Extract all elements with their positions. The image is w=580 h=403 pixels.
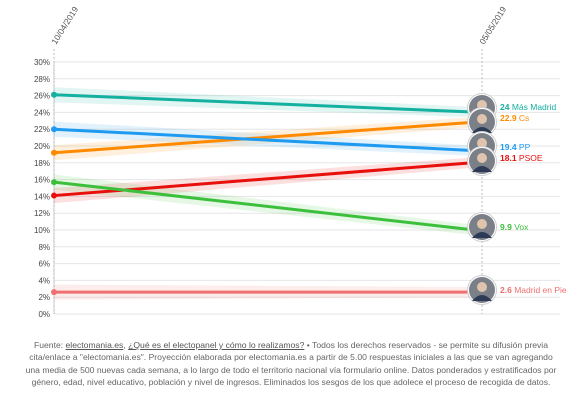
vox-start-point — [51, 179, 57, 186]
cs-avatar-body — [472, 127, 492, 133]
footer-separator: , — [123, 340, 129, 350]
madrid-en-pie-label: 2.6 Madrid en Pie — [500, 285, 567, 295]
mas-madrid-line — [52, 93, 484, 114]
y-tick-label: 16% — [34, 176, 50, 185]
y-tick-label: 22% — [34, 125, 50, 134]
madrid-en-pie-value: 2.6 — [500, 285, 512, 295]
pp-avatar-head — [477, 138, 487, 148]
electomania-link[interactable]: electomania.es — [65, 340, 124, 350]
y-tick-label: 4% — [38, 276, 50, 285]
y-tick-label: 2% — [38, 293, 50, 302]
psoe-avatar-body — [472, 166, 492, 172]
pp-value: 19.4 — [500, 142, 517, 152]
y-tick-label: 20% — [34, 142, 50, 151]
cs-line — [52, 120, 484, 155]
vox-avatar-head — [477, 219, 487, 229]
vox-line — [52, 180, 484, 233]
y-tick-label: 6% — [38, 260, 50, 269]
pp-line — [52, 127, 484, 153]
y-tick-label: 8% — [38, 243, 50, 252]
series-lines — [51, 91, 485, 296]
psoe-name: PSOE — [517, 153, 543, 163]
line-chart: 0% 2% 4% 6% 8% 10% 12% 14% 16% 18% 20% 22% 24% 26% 28%… — [34, 4, 567, 319]
source-footnote: Fuente: electomania.es, ¿Qué es el elect… — [22, 339, 560, 397]
madrid-en-pie-name: Madrid en Pie — [512, 285, 567, 295]
pp-name: PP — [517, 142, 531, 152]
electopanel-info-link[interactable]: ¿Qué es el electopanel y cómo lo realiza… — [128, 340, 305, 350]
cs-name: Cs — [517, 113, 530, 123]
y-tick-label: 24% — [34, 108, 50, 117]
mas-madrid-label: 24 Más Madrid — [500, 102, 557, 112]
cs-start-point — [51, 149, 57, 156]
vox-avatar — [467, 212, 497, 242]
pp-label: 19.4 PP — [500, 142, 531, 152]
footer-prefix: Fuente: — [34, 340, 66, 350]
cs-value: 22.9 — [500, 113, 517, 123]
madrid-en-pie-avatar-body — [472, 295, 492, 301]
vox-label: 9.9 Vox — [500, 222, 529, 232]
footer-body: • Todos los derechos reservados - se per… — [25, 340, 557, 388]
x-tick-label: 05/05/2019 — [477, 4, 508, 46]
psoe-start-point — [51, 192, 57, 199]
cs-avatar-head — [477, 114, 487, 124]
madrid-en-pie-start-point — [51, 289, 57, 296]
mas-madrid-name: Más Madrid — [509, 102, 556, 112]
madrid-en-pie-avatar — [467, 275, 497, 305]
y-tick-label: 30% — [34, 58, 50, 67]
vox-name: Vox — [512, 222, 529, 232]
x-axis: 10/04/2019 05/05/2019 — [49, 4, 508, 314]
cs-avatar — [467, 107, 497, 137]
confidence-bands — [54, 87, 482, 300]
psoe-avatar-head — [477, 153, 487, 163]
psoe-label: 18.1 PSOE — [500, 153, 543, 163]
y-tick-label: 28% — [34, 75, 50, 84]
y-tick-label: 0% — [38, 310, 50, 319]
madrid-en-pie-avatar-head — [477, 282, 487, 292]
y-tick-label: 18% — [34, 159, 50, 168]
pp-start-point — [51, 126, 57, 133]
candidate-avatars — [467, 93, 497, 305]
y-tick-label: 26% — [34, 92, 50, 101]
vox-avatar-body — [472, 232, 492, 238]
psoe-value: 18.1 — [500, 153, 517, 163]
y-axis: 0% 2% 4% 6% 8% 10% 12% 14% 16% 18% 20% 22% 24% 26% 28%… — [34, 58, 50, 319]
cs-label: 22.9 Cs — [500, 113, 529, 123]
mas-madrid-value: 24 — [500, 102, 510, 112]
y-tick-label: 14% — [34, 192, 50, 201]
vox-value: 9.9 — [500, 222, 512, 232]
mas-madrid-start-point — [51, 91, 57, 98]
y-tick-label: 12% — [34, 209, 50, 218]
y-tick-label: 10% — [34, 226, 50, 235]
x-tick-label: 10/04/2019 — [49, 4, 80, 46]
psoe-avatar — [467, 146, 497, 176]
